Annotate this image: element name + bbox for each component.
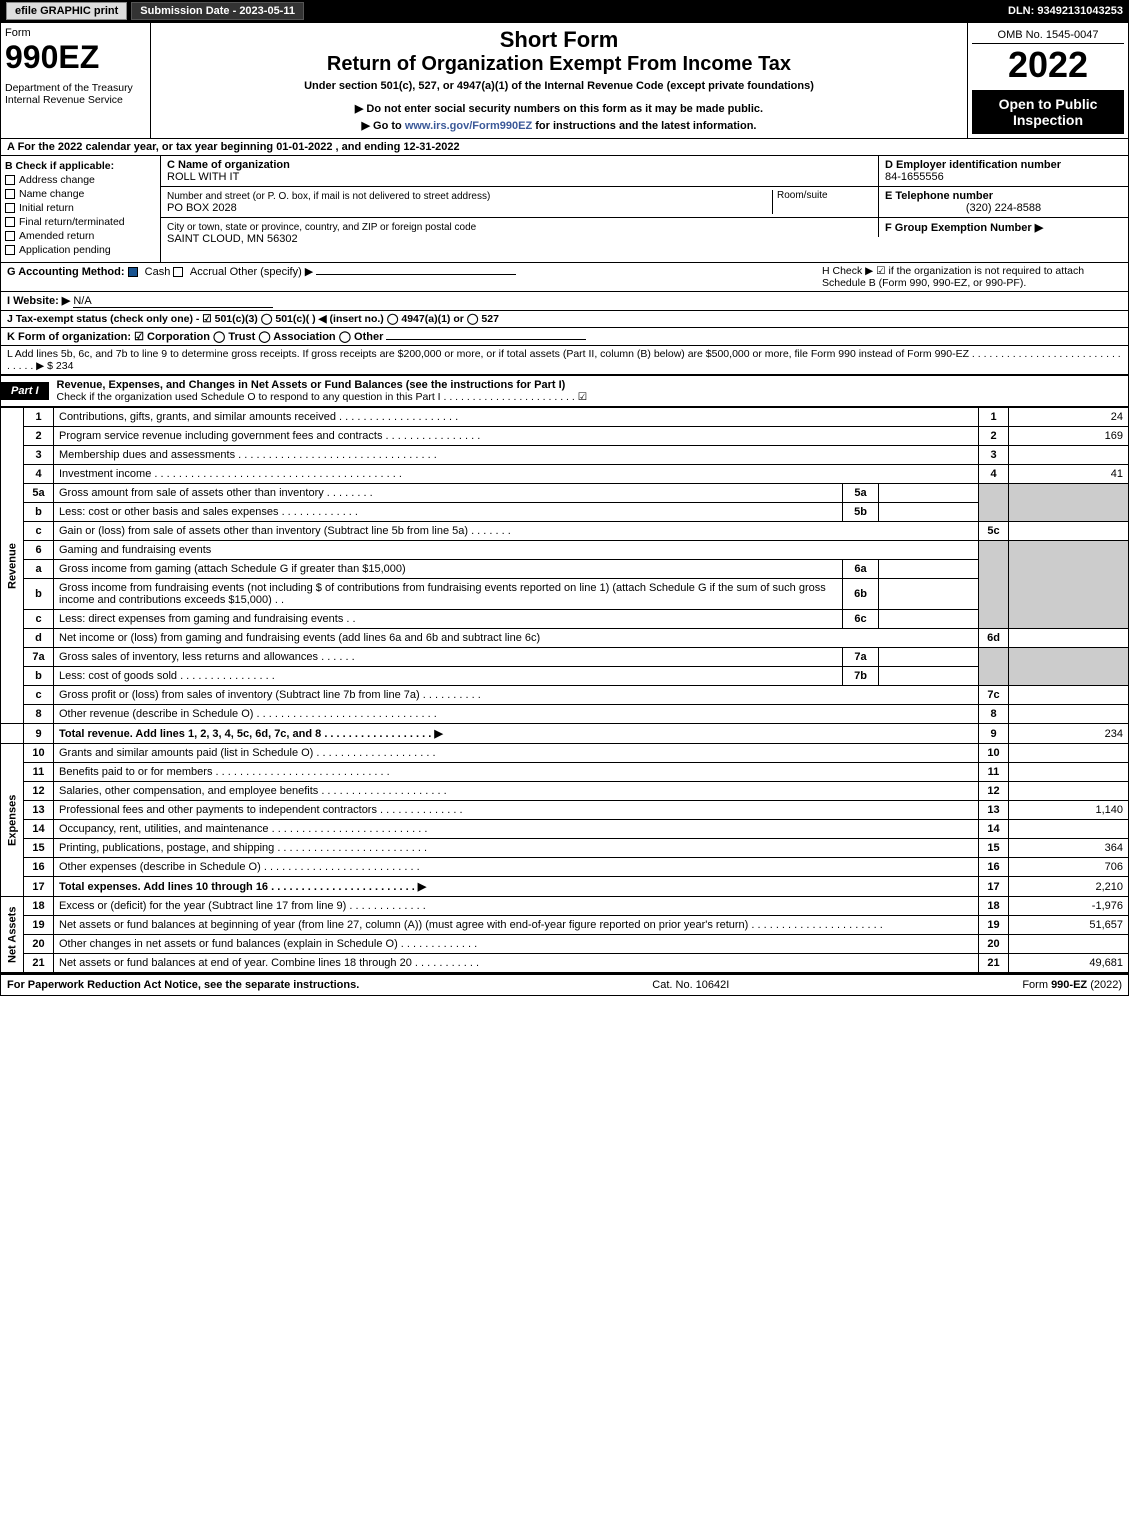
dept: Department of the Treasury: [5, 82, 146, 94]
other-specify[interactable]: [316, 274, 516, 275]
row-L: L Add lines 5b, 6c, and 7b to line 9 to …: [0, 346, 1129, 375]
E-label: E Telephone number: [885, 190, 993, 202]
F-label: F Group Exemption Number ▶: [885, 222, 1043, 234]
top-bar: efile GRAPHIC print Submission Date - 20…: [0, 0, 1129, 22]
phone: (320) 224-8588: [885, 202, 1122, 214]
form-number: 990EZ: [5, 39, 146, 76]
ssn-warning: ▶ Do not enter social security numbers o…: [155, 102, 963, 115]
omb-number: OMB No. 1545-0047: [972, 27, 1124, 44]
B-checklist: Address change Name change Initial retur…: [5, 174, 156, 256]
part1-header: Part I Revenue, Expenses, and Changes in…: [0, 375, 1129, 407]
a1: 24: [1009, 408, 1129, 427]
part1-label: Part I: [1, 382, 49, 400]
footer-mid: Cat. No. 10642I: [652, 979, 729, 991]
open-to-public: Open to Public Inspection: [972, 90, 1124, 134]
G-label: G Accounting Method:: [7, 266, 125, 278]
org-name: ROLL WITH IT: [167, 171, 239, 183]
subtitle: Under section 501(c), 527, or 4947(a)(1)…: [155, 80, 963, 92]
goto-note: ▶ Go to www.irs.gov/Form990EZ for instru…: [155, 119, 963, 132]
street: PO BOX 2028: [167, 202, 237, 214]
city-label: City or town, state or province, country…: [167, 222, 476, 233]
row-GH: G Accounting Method: Cash Accrual Other …: [0, 263, 1129, 292]
row-J: J Tax-exempt status (check only one) - ☑…: [0, 311, 1129, 328]
netassets-side: Net Assets: [1, 897, 24, 973]
B-label: B Check if applicable:: [5, 160, 156, 172]
H-text: H Check ▶ ☑ if the organization is not r…: [822, 265, 1122, 289]
irs: Internal Revenue Service: [5, 94, 146, 106]
street-label: Number and street (or P. O. box, if mail…: [167, 191, 490, 202]
city: SAINT CLOUD, MN 56302: [167, 233, 298, 245]
lines-table: Revenue 1Contributions, gifts, grants, a…: [0, 407, 1129, 973]
cb-name-change[interactable]: [5, 189, 15, 199]
ein: 84-1655556: [885, 171, 944, 183]
revenue-side: Revenue: [1, 408, 24, 724]
footer: For Paperwork Reduction Act Notice, see …: [0, 973, 1129, 996]
line-A: A For the 2022 calendar year, or tax yea…: [0, 139, 1129, 156]
efile-print-button[interactable]: efile GRAPHIC print: [6, 2, 127, 20]
cb-initial-return[interactable]: [5, 203, 15, 213]
submission-date: Submission Date - 2023-05-11: [131, 2, 304, 20]
row-I: I Website: ▶ N/A: [0, 292, 1129, 311]
irs-link[interactable]: www.irs.gov/Form990EZ: [405, 120, 532, 132]
cb-accrual[interactable]: [173, 267, 183, 277]
form-label: Form: [5, 27, 146, 39]
title-return: Return of Organization Exempt From Incom…: [155, 53, 963, 76]
row-K: K Form of organization: ☑ Corporation ◯ …: [0, 328, 1129, 346]
website: N/A: [73, 295, 273, 308]
cb-amended-return[interactable]: [5, 231, 15, 241]
cb-final-return[interactable]: [5, 217, 15, 227]
tax-year: 2022: [972, 44, 1124, 86]
title-short-form: Short Form: [155, 27, 963, 53]
expenses-side: Expenses: [1, 744, 24, 897]
room-label: Room/suite: [772, 190, 872, 214]
footer-left: For Paperwork Reduction Act Notice, see …: [7, 979, 359, 991]
identity-block: B Check if applicable: Address change Na…: [0, 156, 1129, 263]
n1: 1: [24, 408, 54, 427]
footer-right: Form 990-EZ (2022): [1022, 979, 1122, 991]
D-label: D Employer identification number: [885, 159, 1061, 171]
cb-cash[interactable]: [128, 267, 138, 277]
other-org[interactable]: [386, 339, 586, 340]
form-header: Form 990EZ Department of the Treasury In…: [0, 22, 1129, 139]
part1-title: Revenue, Expenses, and Changes in Net As…: [49, 376, 1128, 406]
cb-application-pending[interactable]: [5, 245, 15, 255]
C-label: C Name of organization: [167, 159, 290, 171]
cb-address-change[interactable]: [5, 175, 15, 185]
dln: DLN: 93492131043253: [1008, 5, 1123, 17]
